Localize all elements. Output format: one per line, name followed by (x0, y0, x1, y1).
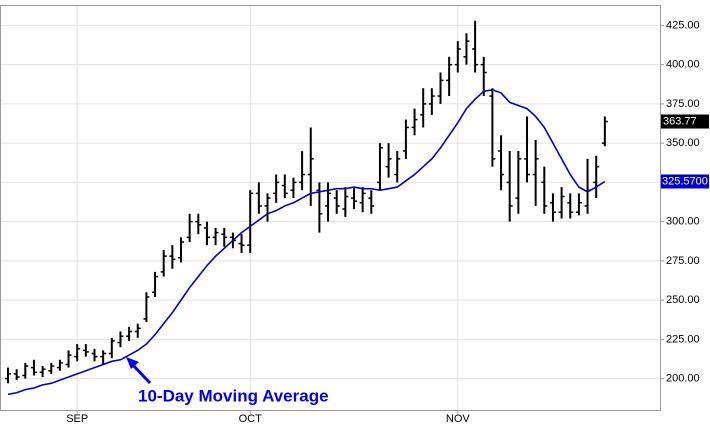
last-ma-box (661, 174, 709, 189)
annotation-arrow (130, 362, 152, 385)
plot-frame (0, 5, 661, 411)
last-close-box (661, 114, 709, 129)
y-tick-label: 350.00 (666, 137, 700, 149)
y-tick-label: 275.00 (666, 255, 700, 267)
y-tick-label: 250.00 (666, 294, 700, 306)
grid-layer (1, 5, 660, 410)
x-tick-label: NOV (446, 413, 471, 425)
y-tick-label: 225.00 (666, 333, 700, 345)
annotation: 10-Day Moving Average (138, 386, 329, 405)
y-tick-label: 400.00 (666, 59, 700, 71)
moving-average-line (7, 88, 606, 396)
last-ma-label: 325.5700 (662, 175, 708, 187)
y-tick-label: 425.00 (666, 19, 700, 31)
y-tick-label: 375.00 (666, 98, 700, 110)
y-tick-label: 300.00 (666, 216, 700, 228)
annotation-arrowhead (126, 357, 139, 369)
y-tick-label: 200.00 (666, 373, 700, 385)
x-tick-label: OCT (239, 413, 263, 425)
last-close-label: 363.77 (663, 115, 697, 127)
x-tick-label: SEP (66, 413, 88, 425)
